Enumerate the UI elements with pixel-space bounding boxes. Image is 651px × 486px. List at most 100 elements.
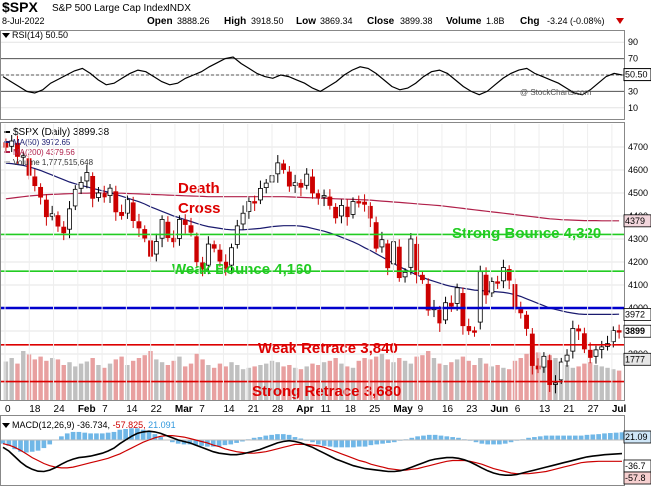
x-tick-label: 27 [588,404,600,415]
volume-bar [183,366,188,400]
macd-histogram-bar [12,440,18,450]
volume-bar [21,351,26,400]
volume-bar [564,365,570,400]
price-badge-label: 3972 [625,309,645,319]
x-tick-label: 21 [248,404,260,415]
volume-bar [177,356,182,400]
candle-body [379,239,385,248]
candle-body [587,349,593,358]
macd-histogram-bar [613,432,619,440]
volume-bar [454,359,460,400]
macd-badge [623,471,651,485]
macd-histogram-bar [368,440,374,446]
macd-histogram-bar [64,433,70,440]
candle-body [437,309,443,324]
macd-histogram-bar [298,438,304,440]
candle-body [136,221,142,229]
x-tick-label: 22 [151,404,163,415]
candle-body [553,382,558,385]
volume-bar [414,356,419,400]
x-tick-label: Feb [78,404,96,415]
chg-label: Chg [520,16,539,27]
macd-histogram-bar [321,440,327,446]
volume-bar [125,365,130,400]
macd-histogram-bar [590,434,596,440]
volume-bar [84,361,90,400]
candle-body [101,193,107,198]
macd-histogram-bar [456,437,461,440]
x-tick-label: Mar [175,404,193,415]
down-arrow-icon [616,18,624,24]
candle-body [32,176,38,187]
macd-histogram-bar [391,440,397,443]
candle-body [124,199,130,214]
macd-histogram-bar [537,436,543,440]
x-tick-label: Jul [612,404,627,415]
candle-body [90,175,96,199]
macd-histogram-bar [543,435,549,440]
candle-body [356,201,362,204]
macd-histogram-bar [426,434,432,440]
volume-bar [96,365,101,400]
rsi-line [2,56,623,96]
macd-histogram-bar [572,435,578,440]
macd-histogram-bar [450,437,455,440]
candle-body [43,199,49,218]
price-tick-label: 4300 [628,234,648,244]
volume-bar [73,366,78,400]
volume-bar [362,358,367,400]
candle-body [564,354,570,362]
candle-body [373,222,379,249]
macd-histogram-bar [175,440,181,444]
candle-body [72,188,78,207]
candle-body [333,206,339,219]
x-tick-label: Jun [490,404,508,415]
price-tick-label: 4700 [628,142,648,152]
macd-histogram-bar [210,440,216,447]
x-tick-label: 14 [126,404,138,415]
candle-body [344,206,350,218]
candle-body [495,281,501,284]
price-badge [623,214,651,228]
volume-bar [478,358,483,400]
macd-histogram-bar [607,433,613,440]
candle-body [547,360,553,385]
x-tick-label: 28 [272,404,284,415]
volume-bar [61,365,66,400]
volume-bar [154,359,159,400]
candle-body [385,243,391,269]
volume-bar [420,355,425,400]
macd-histogram-bar [123,429,128,440]
candle-body [200,262,206,270]
macd-histogram-bar [374,440,380,445]
macd-histogram-bar [35,440,41,451]
price-badge-label: 3899 [625,326,645,336]
macd-histogram-bar [286,434,292,440]
candle-body [182,219,188,225]
candle-body [524,314,529,329]
macd-histogram-bar [251,437,257,440]
price-badge [623,352,651,366]
macd-histogram-bar [280,434,286,440]
candle-body [281,163,286,170]
x-tick-label: 24 [54,404,66,415]
x-axis: 0 18 24 Feb 7 14 22 Mar 7 14 21 28 Apr 11 18 25 May 9 16 23… [4,124,627,415]
macd-panel: MACD(12,26,9) -36.734, -57.825, 21.09121… [0,420,651,485]
volume-bar [102,367,107,400]
volume-bar [292,367,298,400]
volume-bar [501,367,506,400]
x-tick-label: Apr [296,404,313,415]
macd-histogram-bar [596,434,601,440]
macd-histogram-bar [473,440,479,443]
candle-body [304,173,310,186]
volume-bar [9,358,14,400]
macd-histogram-bar [111,431,117,440]
macd-histogram-bar [292,437,298,440]
candle-body [15,142,20,157]
low-label: Low [296,16,316,27]
candle-body [339,205,344,217]
macd-histogram-bar [444,436,450,440]
macd-histogram-bar [193,440,199,446]
candle-body [55,215,61,227]
